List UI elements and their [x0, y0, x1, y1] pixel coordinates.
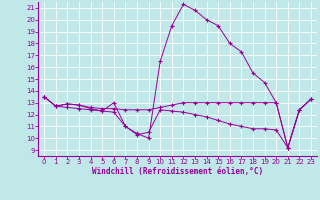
- X-axis label: Windchill (Refroidissement éolien,°C): Windchill (Refroidissement éolien,°C): [92, 167, 263, 176]
